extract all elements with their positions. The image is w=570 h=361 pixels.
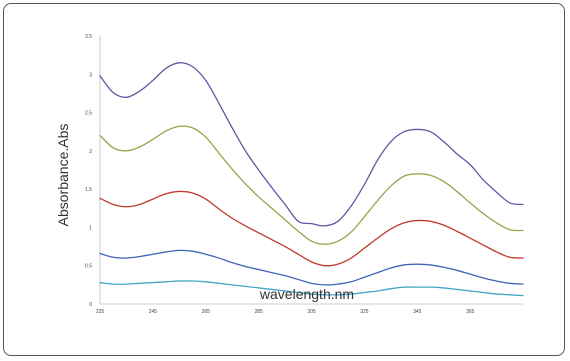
- y-tick-label: 3.5: [85, 34, 92, 40]
- y-tick-label: 2: [89, 149, 92, 155]
- x-tick-label: 245: [149, 309, 158, 315]
- series-line-5: [99, 280, 524, 297]
- series-line-3: [99, 190, 524, 267]
- y-tick-label: 0.5: [85, 264, 92, 270]
- y-tick-label: 3: [89, 72, 92, 78]
- y-axis-label: Absorbance.Abs: [55, 124, 71, 227]
- x-tick-label: 345: [413, 309, 422, 315]
- x-axis-label: wavelength.nm: [259, 286, 354, 302]
- series-line-4: [99, 249, 524, 286]
- series-line-1: [99, 62, 524, 227]
- x-tick-label: 265: [202, 309, 211, 315]
- series-line-2: [99, 125, 524, 245]
- chart-frame: [3, 3, 565, 356]
- y-tick-label: 2.5: [85, 111, 92, 117]
- x-tick-label: 305: [307, 309, 316, 315]
- chart-axes: [99, 36, 523, 305]
- x-tick-label: 365: [466, 309, 475, 315]
- series-lines: [99, 62, 524, 297]
- y-tick-label: 1.5: [85, 187, 92, 193]
- x-tick-label: 325: [360, 309, 369, 315]
- y-tick-label: 0: [89, 302, 92, 308]
- tick-labels: 0 0.5 1 1.5 2 2.5 3 3.5 225 245 265 285 305 325 345 365: [85, 34, 474, 315]
- x-tick-label: 285: [254, 309, 263, 315]
- x-tick-label: 225: [96, 309, 105, 315]
- y-tick-label: 1: [89, 225, 92, 231]
